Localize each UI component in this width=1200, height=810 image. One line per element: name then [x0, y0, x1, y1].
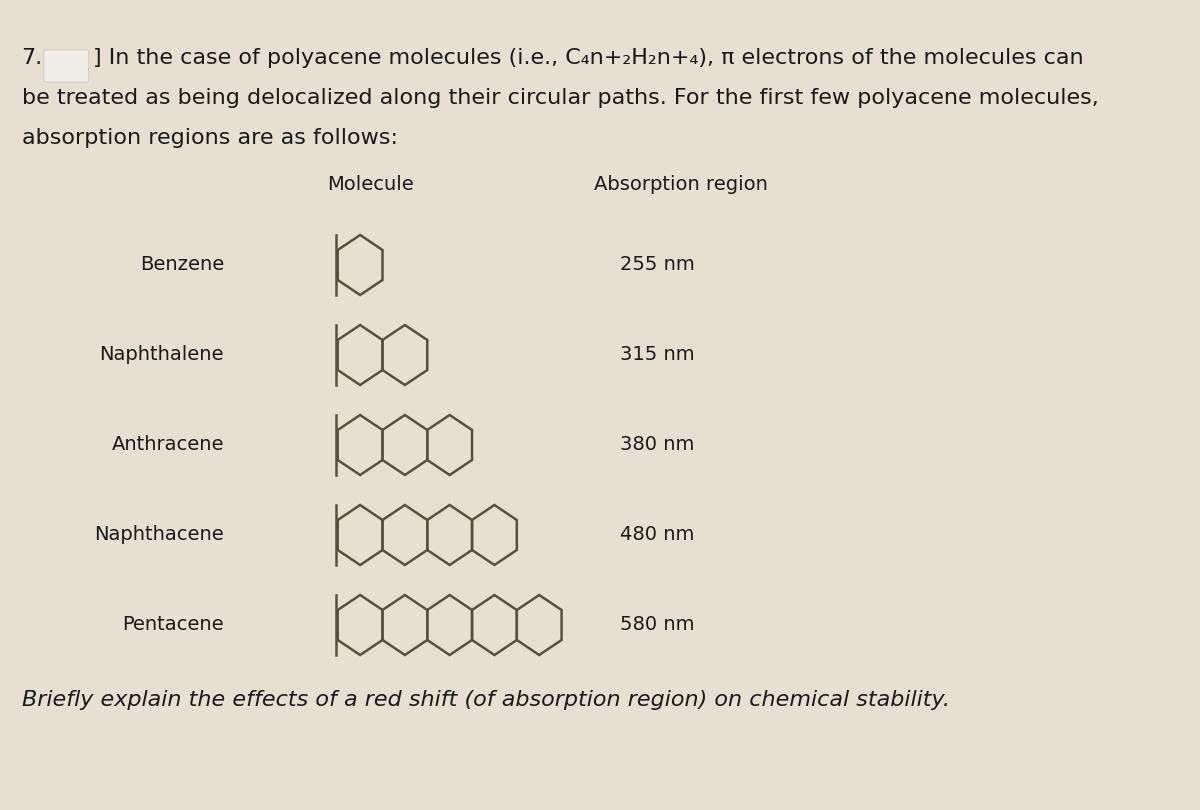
Text: absorption regions are as follows:: absorption regions are as follows: [22, 128, 397, 148]
Text: 480 nm: 480 nm [620, 526, 695, 544]
Text: Benzene: Benzene [139, 255, 224, 275]
Text: Briefly explain the effects of a red shift (of absorption region) on chemical st: Briefly explain the effects of a red shi… [22, 690, 949, 710]
Text: Naphthalene: Naphthalene [100, 346, 224, 364]
Text: Pentacene: Pentacene [122, 616, 224, 634]
Text: ] In the case of polyacene molecules (i.e., C₄n+₂H₂n+₄), π electrons of the mole: ] In the case of polyacene molecules (i.… [94, 48, 1084, 68]
Text: 255 nm: 255 nm [620, 255, 695, 275]
Text: 315 nm: 315 nm [620, 346, 695, 364]
Text: 580 nm: 580 nm [620, 616, 695, 634]
Text: Naphthacene: Naphthacene [95, 526, 224, 544]
Text: Absorption region: Absorption region [594, 175, 768, 194]
Text: be treated as being delocalized along their circular paths. For the first few po: be treated as being delocalized along th… [22, 88, 1098, 108]
Text: Anthracene: Anthracene [112, 436, 224, 454]
Text: 380 nm: 380 nm [620, 436, 695, 454]
Text: Molecule: Molecule [328, 175, 414, 194]
FancyBboxPatch shape [44, 50, 89, 82]
Text: 7.: 7. [22, 48, 43, 68]
